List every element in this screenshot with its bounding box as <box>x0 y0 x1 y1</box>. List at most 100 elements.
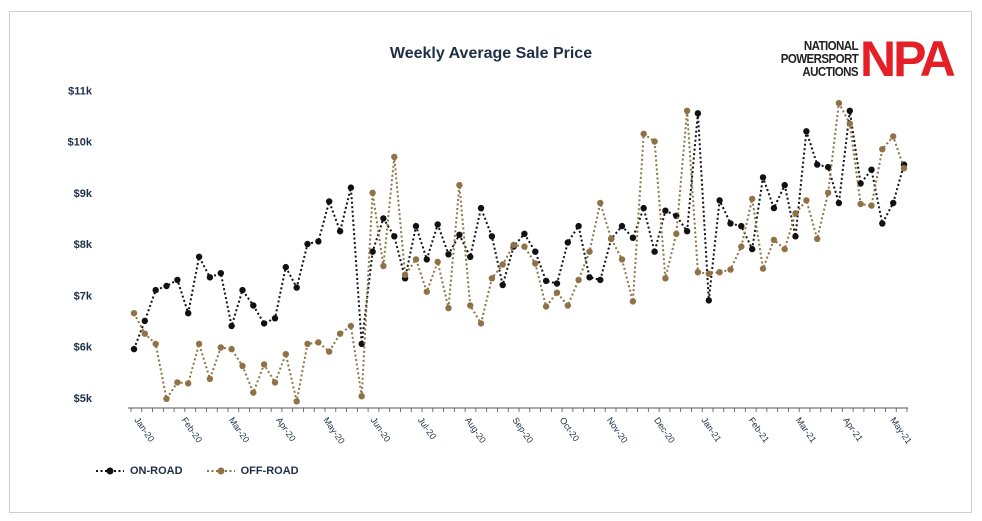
legend-label-off-road: OFF-ROAD <box>240 465 299 477</box>
data-point <box>315 339 322 346</box>
data-point <box>521 243 528 250</box>
data-point <box>824 163 832 171</box>
data-point <box>597 276 604 284</box>
data-point <box>445 304 452 312</box>
x-tick-label: Mar-21 <box>794 415 819 444</box>
data-point <box>228 322 235 330</box>
legend: ON-ROAD OFF-ROAD <box>96 463 323 479</box>
x-tick-label: Nov-20 <box>605 415 630 445</box>
data-point <box>141 330 148 337</box>
data-point <box>738 222 745 230</box>
data-point <box>792 210 799 217</box>
x-tick-label: Jan-20 <box>132 415 156 443</box>
legend-item-on-road: ON-ROAD <box>96 465 183 477</box>
data-point <box>879 220 886 227</box>
data-point <box>423 288 430 295</box>
data-point <box>174 276 181 284</box>
data-point <box>260 361 268 368</box>
data-point <box>206 375 214 382</box>
data-point <box>412 222 420 230</box>
series-off-road <box>130 99 908 405</box>
data-point <box>477 204 485 212</box>
x-tick-label: Apr-21 <box>841 415 865 443</box>
data-point <box>597 199 604 207</box>
data-point <box>369 248 376 255</box>
data-point <box>738 243 745 250</box>
data-point <box>759 265 767 272</box>
data-point <box>900 165 908 172</box>
data-point <box>759 174 767 181</box>
data-point <box>662 207 669 214</box>
data-point <box>564 239 571 246</box>
data-point <box>499 261 506 268</box>
data-point <box>694 269 702 276</box>
data-point <box>618 222 626 230</box>
chart-frame <box>9 11 972 513</box>
data-point <box>401 271 409 278</box>
data-point <box>651 138 658 145</box>
data-point <box>846 120 853 127</box>
data-point <box>683 228 691 235</box>
data-point <box>814 235 821 243</box>
data-point <box>890 133 897 140</box>
data-point <box>239 362 246 370</box>
data-point <box>239 286 246 294</box>
data-point <box>152 286 159 294</box>
y-tick-label: $5k <box>74 393 93 405</box>
x-tick-label: May-20 <box>321 415 346 445</box>
y-tick-label: $8k <box>74 239 93 251</box>
data-point <box>640 204 647 212</box>
y-tick-label: $10k <box>68 137 93 149</box>
data-point <box>488 233 496 240</box>
data-point <box>846 107 853 115</box>
x-tick-label: Mar-20 <box>227 415 252 444</box>
data-point <box>391 233 398 240</box>
data-point <box>185 310 192 317</box>
data-point <box>206 274 214 281</box>
data-point <box>716 197 723 204</box>
data-point <box>835 199 843 207</box>
data-point <box>336 228 344 235</box>
data-point <box>640 130 647 137</box>
data-point <box>326 348 333 355</box>
data-point <box>749 245 756 253</box>
data-point <box>380 262 387 270</box>
data-point <box>282 351 289 358</box>
data-point <box>412 256 420 263</box>
data-point <box>781 181 788 189</box>
x-tick-label: Jun-20 <box>369 415 393 443</box>
data-point <box>564 302 571 309</box>
data-point <box>467 302 474 309</box>
data-point <box>250 302 257 309</box>
data-point <box>803 128 810 135</box>
data-point <box>662 275 669 282</box>
data-point <box>347 184 355 191</box>
data-point <box>727 220 734 227</box>
data-point <box>553 289 561 296</box>
data-point <box>195 253 203 260</box>
x-tick-label: Oct-20 <box>558 415 582 443</box>
data-point <box>770 204 778 212</box>
npa-logo: NATIONAL POWERSPORT AUCTIONS NPA <box>774 34 956 86</box>
data-point <box>618 256 626 263</box>
data-point <box>434 221 441 228</box>
data-point <box>467 253 474 260</box>
data-point <box>781 245 788 253</box>
y-tick-label: $11k <box>68 85 93 97</box>
data-point <box>824 189 832 196</box>
data-point <box>271 315 279 322</box>
x-tick-label: May-21 <box>888 415 913 445</box>
data-point <box>130 345 138 353</box>
data-point <box>835 99 843 107</box>
chart-title: Weekly Average Sale Price <box>389 45 593 62</box>
y-tick-label: $7k <box>74 290 93 302</box>
data-point <box>174 379 181 386</box>
data-point <box>683 107 691 115</box>
data-point <box>163 282 170 290</box>
data-point <box>673 230 680 237</box>
data-point <box>293 398 300 405</box>
data-point <box>271 379 279 386</box>
data-point <box>391 153 398 161</box>
data-point <box>163 395 170 402</box>
